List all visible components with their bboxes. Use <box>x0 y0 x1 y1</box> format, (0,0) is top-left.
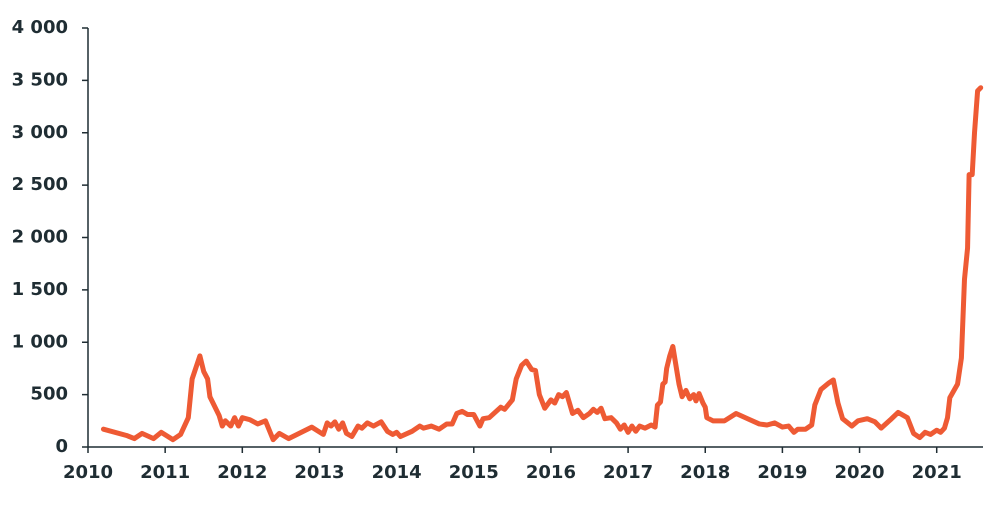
y-tick-label: 2 500 <box>12 174 68 195</box>
y-tick-label: 3 500 <box>12 69 68 90</box>
x-tick-label: 2017 <box>603 462 653 483</box>
x-tick-label: 2011 <box>140 462 190 483</box>
x-tick-label: 2010 <box>63 462 113 483</box>
y-tick-label: 500 <box>30 384 68 405</box>
y-tick-label: 4 000 <box>12 17 68 38</box>
y-tick-label: 1 500 <box>12 279 68 300</box>
x-tick-label: 2014 <box>372 462 422 483</box>
y-tick-label: 0 <box>55 436 68 457</box>
x-tick-label: 2015 <box>449 462 499 483</box>
line-series <box>100 85 984 443</box>
x-tick-label: 2018 <box>680 462 730 483</box>
x-tick-label: 2019 <box>757 462 807 483</box>
y-tick-label: 1 000 <box>12 331 68 352</box>
x-tick-label: 2012 <box>217 462 267 483</box>
x-tick-label: 2021 <box>912 462 962 483</box>
x-tick-label: 2016 <box>526 462 576 483</box>
x-tick-label: 2020 <box>834 462 884 483</box>
x-tick-label: 2013 <box>294 462 344 483</box>
y-tick-label: 2 000 <box>12 227 68 248</box>
y-tick-label: 3 000 <box>12 122 68 143</box>
